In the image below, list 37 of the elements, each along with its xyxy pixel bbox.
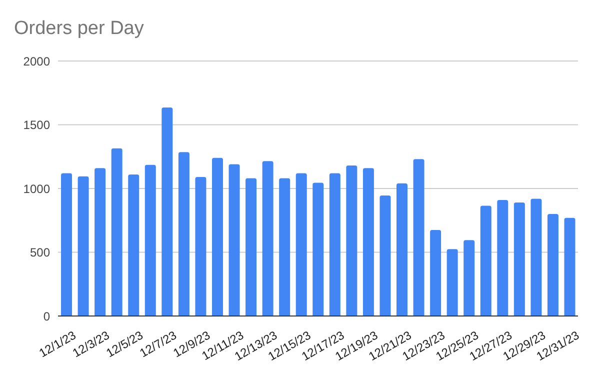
bar (61, 173, 72, 316)
bar (162, 108, 173, 316)
bar (312, 182, 324, 316)
bar (446, 249, 458, 316)
chart-title: Orders per Day (14, 18, 144, 40)
bar (362, 168, 374, 316)
bar (94, 168, 106, 316)
bar (279, 178, 290, 316)
y-tick-label: 1000 (23, 182, 50, 196)
bar (178, 152, 190, 316)
y-tick-label: 500 (30, 246, 50, 260)
bar (144, 164, 156, 316)
bar (246, 178, 257, 316)
bar (480, 206, 492, 316)
bar (464, 240, 475, 316)
bar (396, 183, 408, 316)
bar (329, 173, 340, 316)
bar (111, 148, 122, 316)
bar (346, 166, 358, 316)
bar (380, 196, 391, 316)
y-tick-label: 1500 (23, 118, 50, 132)
bar (530, 198, 542, 316)
bar (547, 214, 558, 316)
bar (497, 200, 508, 316)
bar (228, 164, 240, 316)
bar (128, 174, 140, 316)
y-tick-label: 2000 (23, 54, 50, 68)
bar (78, 176, 89, 316)
bar (212, 158, 223, 316)
bar (195, 177, 206, 316)
bar (262, 161, 274, 316)
bar (564, 218, 576, 316)
bar (430, 230, 442, 316)
bar (296, 173, 307, 316)
bar (413, 159, 424, 316)
bar (514, 202, 525, 316)
y-tick-label: 0 (43, 309, 50, 324)
